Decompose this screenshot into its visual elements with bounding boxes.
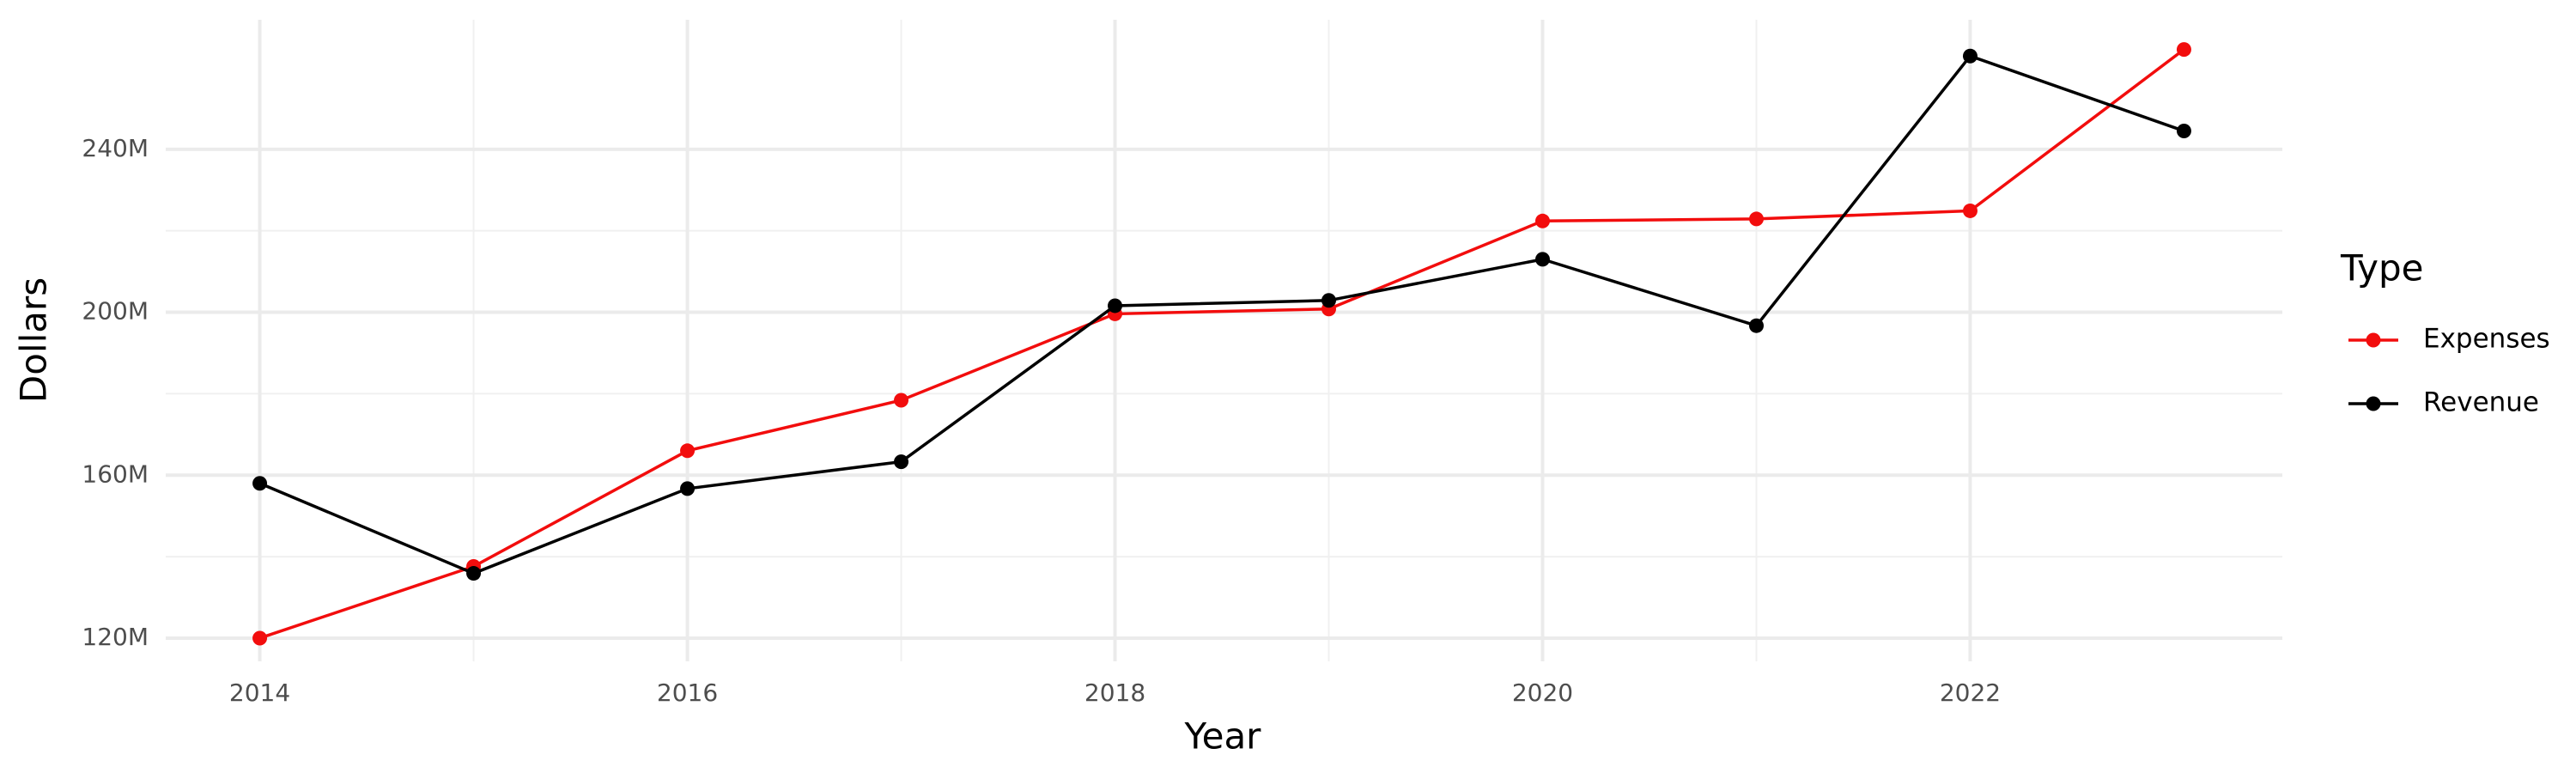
legend-label: Expenses — [2423, 324, 2550, 355]
point — [1108, 298, 1123, 313]
legend-title: Type — [2340, 247, 2423, 289]
x-tick-label: 2016 — [657, 679, 718, 707]
y-tick-label: 240M — [82, 134, 149, 162]
point — [1962, 203, 1978, 218]
x-tick-label: 2020 — [1512, 679, 1573, 707]
series-line — [258, 48, 2185, 640]
point — [2176, 123, 2191, 138]
x-tick-label: 2018 — [1084, 679, 1145, 707]
legend-key-point — [2366, 332, 2381, 348]
point — [680, 481, 696, 496]
y-axis-title: Dollars — [13, 277, 55, 403]
legend-key-point — [2366, 396, 2381, 411]
x-tick-label: 2022 — [1940, 679, 2001, 707]
point — [1534, 213, 1550, 228]
point — [1534, 252, 1550, 267]
point — [1321, 293, 1337, 308]
x-tick-label: 2014 — [229, 679, 290, 707]
point — [894, 393, 909, 408]
y-tick-label: 200M — [82, 297, 149, 326]
point — [680, 443, 696, 459]
x-axis-title: Year — [1184, 715, 1262, 758]
point — [1748, 211, 1764, 227]
point — [252, 630, 268, 646]
point — [252, 476, 268, 491]
point — [466, 566, 482, 581]
point — [1962, 48, 1978, 64]
point — [894, 454, 909, 470]
point — [1748, 318, 1764, 333]
series-line — [258, 54, 2185, 575]
point — [2176, 42, 2191, 58]
legend-label: Revenue — [2423, 387, 2539, 418]
y-tick-label: 120M — [82, 623, 149, 651]
y-tick-label: 160M — [82, 460, 149, 488]
